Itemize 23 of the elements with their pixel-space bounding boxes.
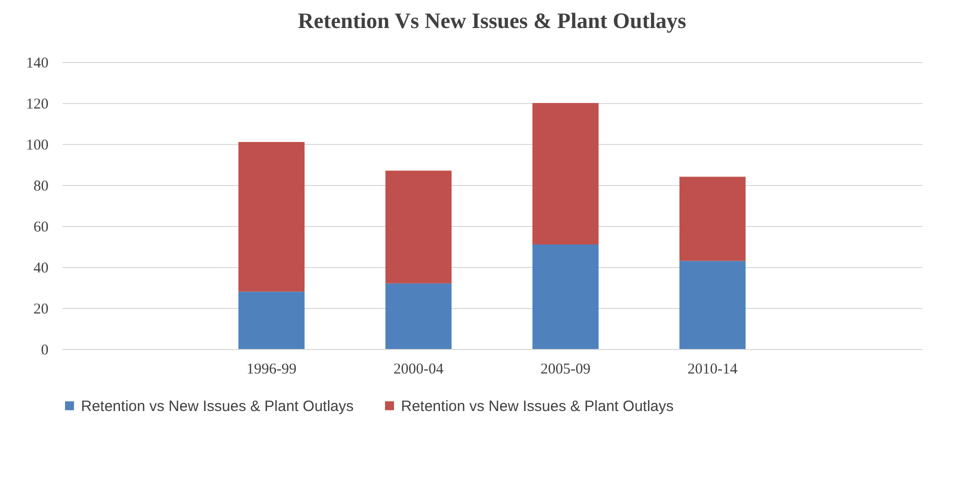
x-tick-label: 2000-04 — [393, 362, 444, 378]
y-tick-label: 60 — [34, 220, 48, 236]
legend-label: Retention vs New Issues & Plant Outlays — [81, 398, 354, 415]
bar — [679, 260, 746, 349]
bar — [385, 283, 452, 349]
y-tick-label: 100 — [26, 138, 48, 154]
y-tick-label: 140 — [26, 56, 48, 72]
y-tick-label: 20 — [34, 302, 48, 318]
bar — [238, 142, 305, 292]
y-tick-label: 40 — [34, 260, 48, 276]
chart-title: Retention Vs New Issues & Plant Outlays — [298, 8, 687, 33]
y-tick-label: 80 — [34, 178, 48, 194]
x-tick-label: 2010-14 — [688, 362, 738, 378]
x-tick-label: 2005-09 — [540, 362, 591, 378]
bar — [679, 176, 746, 261]
bar — [238, 292, 305, 349]
y-tick-label: 120 — [26, 96, 48, 112]
legend-label: Retention vs New Issues & Plant Outlays — [401, 398, 674, 415]
bar — [532, 103, 599, 244]
bar — [385, 170, 452, 284]
y-tick-label: 0 — [41, 342, 48, 358]
x-tick-label: 1996-99 — [246, 362, 296, 378]
bar — [532, 244, 599, 349]
